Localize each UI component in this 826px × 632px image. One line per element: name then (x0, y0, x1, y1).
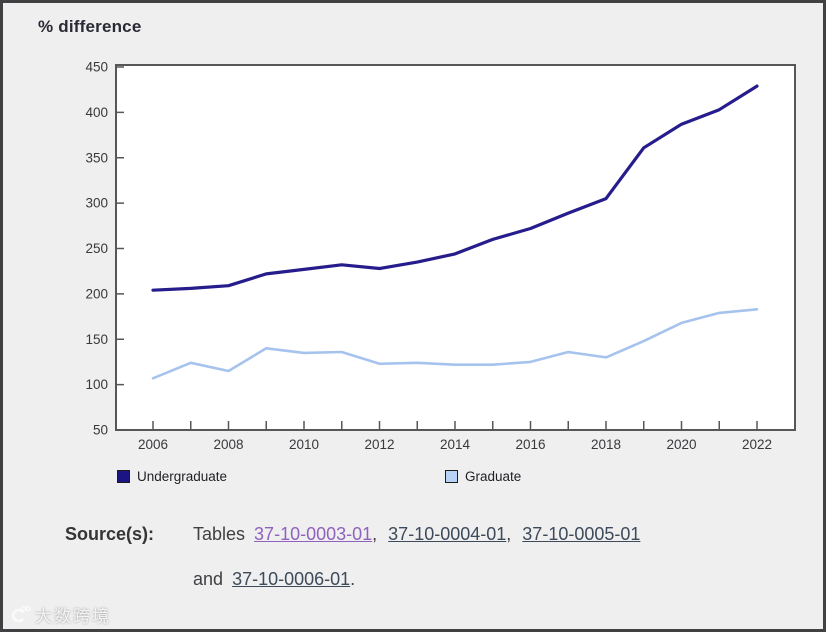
y-axis-tick-label: 450 (85, 60, 108, 75)
source-link-37-10-0005-01[interactable]: 37-10-0005-01 (522, 524, 641, 544)
graduate-swatch-icon (445, 470, 458, 483)
x-axis-tick-label: 2010 (289, 437, 319, 452)
undergraduate-swatch-icon (117, 470, 130, 483)
source-prefix: Tables (193, 524, 246, 544)
y-axis-tick-label: 100 (85, 377, 108, 392)
legend-label-undergraduate: Undergraduate (137, 469, 228, 484)
y-axis-tick-label: 150 (85, 332, 108, 347)
source-link-37-10-0006-01[interactable]: 37-10-0006-01 (232, 569, 351, 589)
source-tables-text: Tables 37-10-0003-01, 37-10-0004-01, 37-… (177, 524, 640, 590)
series-line-undergraduate (151, 84, 759, 292)
source-link-37-10-0004-01[interactable]: 37-10-0004-01 (388, 524, 507, 544)
line-chart-plot: 50 100 150 200 250 300 350 400 450 2006 2008 2010 20… (85, 60, 796, 452)
x-axis-tick-label: 2020 (666, 437, 696, 452)
separator: , (372, 524, 378, 544)
y-axis-tick-label: 250 (85, 241, 108, 256)
y-axis-tick-label: 200 (85, 286, 108, 301)
source-line-1: Tables 37-10-0003-01, 37-10-0004-01, 37-… (193, 524, 640, 545)
y-axis-tick-label: 50 (93, 423, 108, 438)
source-conjunction: and (193, 569, 224, 589)
x-axis-tick-label: 2014 (440, 437, 471, 452)
legend-label-graduate: Graduate (465, 469, 522, 484)
source-line-2: and 37-10-0006-01. (193, 569, 640, 590)
x-axis-tick-label: 2006 (138, 437, 168, 452)
y-axis-unit-title: % difference (38, 17, 142, 36)
legend-item-undergraduate: Undergraduate (117, 469, 227, 484)
source-citation: Source(s): Tables 37-10-0003-01, 37-10-0… (65, 524, 640, 590)
x-axis-tick-label: 2018 (591, 437, 621, 452)
watermark: 大数跨境 (9, 602, 111, 627)
x-axis-tick-label: 2008 (213, 437, 243, 452)
source-link-37-10-0003-01[interactable]: 37-10-0003-01 (254, 524, 373, 544)
series-line-graduate (151, 307, 759, 380)
x-axis-tick-label: 2016 (515, 437, 545, 452)
source-label: Source(s): (65, 524, 155, 544)
source-suffix: . (350, 569, 356, 589)
legend-item-graduate: Graduate (445, 469, 521, 484)
watermark-logo-icon (11, 605, 31, 622)
chart-legend: Undergraduate Graduate (3, 469, 823, 491)
x-axis-tick-label: 2022 (742, 437, 772, 452)
y-axis-tick-label: 350 (85, 150, 108, 165)
watermark-text: 大数跨境 (35, 607, 111, 626)
separator: , (506, 524, 512, 544)
x-axis-tick-label: 2012 (364, 437, 394, 452)
y-axis-tick-label: 300 (85, 196, 108, 211)
y-axis-tick-label: 400 (85, 105, 108, 120)
